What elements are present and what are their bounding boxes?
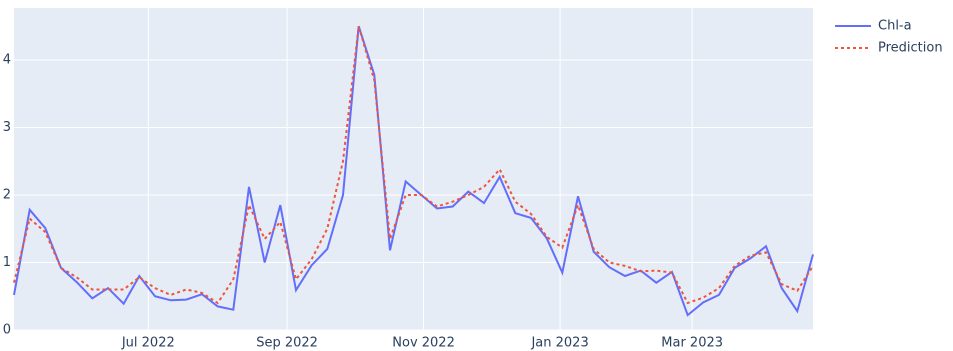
- line-series: [13, 25, 814, 317]
- x-tick-label: Jan 2023: [530, 336, 588, 351]
- legend-label: Prediction: [878, 41, 943, 56]
- y-tick-label: 4: [3, 52, 11, 67]
- y-tick-label: 0: [3, 323, 11, 338]
- x-tick-label: Sep 2022: [256, 336, 318, 351]
- y-tick-label: 1: [3, 255, 11, 270]
- x-tick-label: Mar 2023: [661, 336, 723, 351]
- x-tick-label: Jul 2022: [121, 336, 175, 351]
- y-tick-label: 2: [3, 187, 11, 202]
- plot-background: [14, 8, 813, 330]
- x-tick-label: Nov 2022: [392, 336, 455, 351]
- legend-label: Chl-a: [878, 19, 912, 34]
- line-series: [13, 25, 814, 305]
- y-tick-label: 3: [3, 120, 11, 135]
